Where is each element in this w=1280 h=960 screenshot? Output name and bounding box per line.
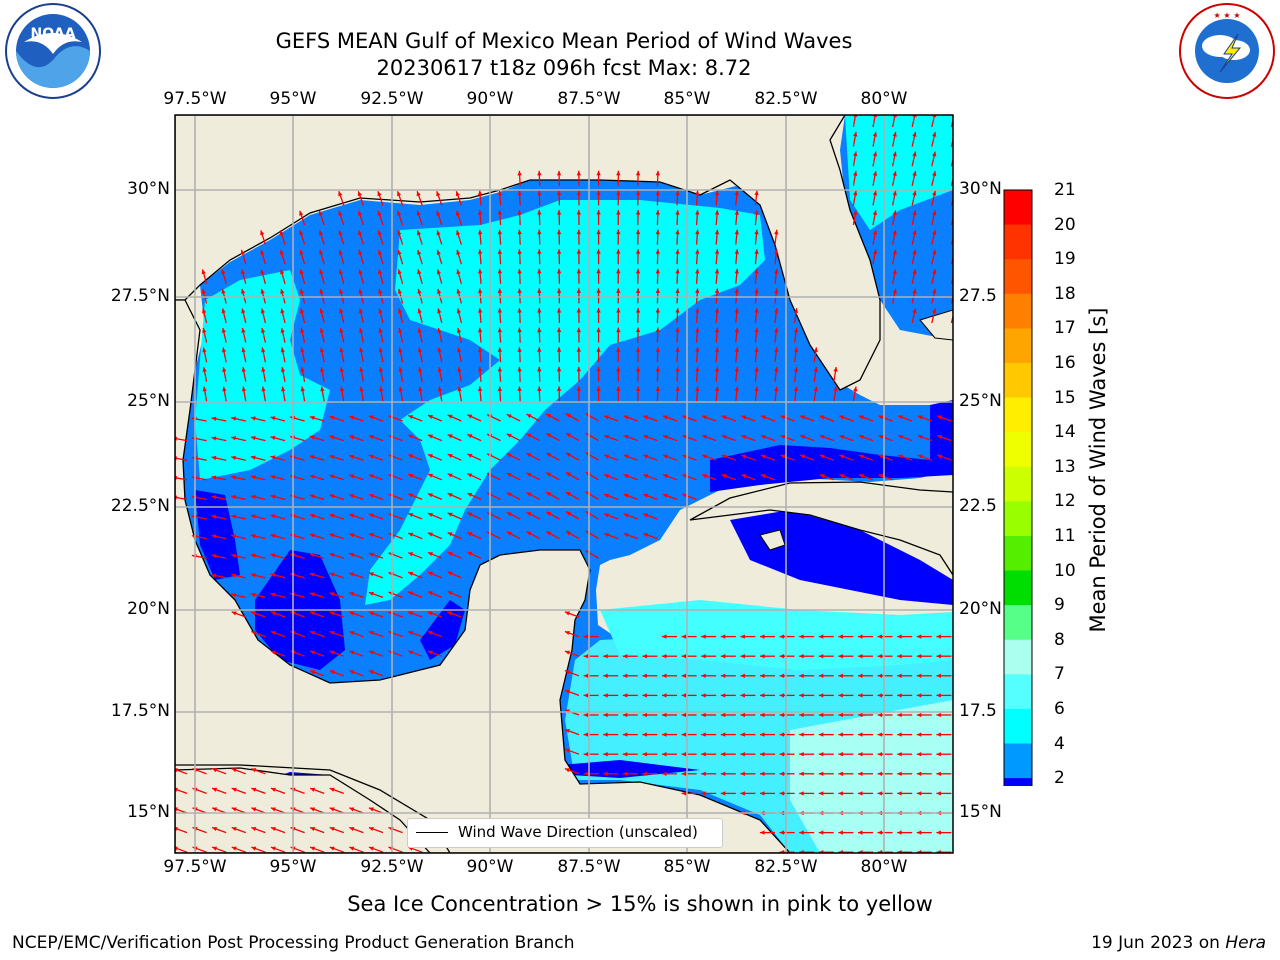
lon-label-bottom: 85°W	[663, 857, 711, 877]
lat-label-right: 17.5	[959, 701, 997, 721]
lat-label-left: 20°N	[127, 599, 170, 619]
dark-florida-straits	[710, 445, 953, 492]
lon-label-top: 90°W	[466, 89, 514, 109]
lat-label-left: 15°N	[127, 802, 170, 822]
colorbar	[1003, 189, 1033, 786]
colorbar-segment	[1004, 362, 1032, 399]
nws-logo: ★ ★ ★	[1179, 3, 1275, 99]
lat-label-right: 15°N	[959, 802, 1002, 822]
colorbar-tick-label: 16	[1054, 352, 1076, 373]
lon-label-top: 80°W	[860, 89, 908, 109]
colorbar-segment	[1004, 708, 1032, 745]
colorbar-segment	[1004, 570, 1032, 606]
colorbar-tick-label: 21	[1054, 180, 1076, 200]
colorbar-segment	[1004, 743, 1032, 779]
lat-label-right: 22.5	[959, 496, 997, 516]
lat-label-right: 25°N	[959, 391, 1002, 411]
lon-label-top: 92.5°W	[360, 89, 424, 109]
colorbar-segment	[1004, 778, 1032, 786]
lon-label-bottom: 87.5°W	[557, 857, 621, 877]
colorbar-tick-label: 6	[1054, 698, 1065, 719]
chart-title: GEFS MEAN Gulf of Mexico Mean Period of …	[275, 29, 853, 53]
lon-label-bottom: 92.5°W	[360, 857, 424, 877]
svg-text:★ ★ ★: ★ ★ ★	[1213, 11, 1240, 20]
land-cuba	[689, 481, 953, 577]
colorbar-segment	[1004, 639, 1032, 675]
lon-label-top: 97.5°W	[163, 89, 227, 109]
colorbar-tick-label: 11	[1054, 525, 1076, 546]
cyan-atlantic	[845, 115, 953, 230]
lat-label-left: 30°N	[127, 179, 170, 199]
colorbar-segment	[1004, 190, 1032, 226]
lon-label-bottom: 80°W	[860, 857, 908, 877]
caribbean-light-patch	[790, 700, 953, 853]
colorbar-tick-label: 19	[1054, 249, 1076, 270]
colorbar-tick-label: 8	[1054, 629, 1065, 650]
lat-label-left: 25°N	[127, 391, 170, 411]
colorbar-outline	[1003, 189, 1033, 786]
colorbar-segment	[1004, 432, 1032, 468]
colorbar-segment	[1004, 397, 1032, 433]
cyan-west	[195, 270, 330, 480]
colorbar-segment	[1004, 224, 1032, 260]
colorbar-tick-label: 9	[1054, 595, 1065, 616]
lon-label-bottom: 97.5°W	[163, 857, 227, 877]
colorbar-tick-label: 18	[1054, 283, 1076, 304]
lon-label-bottom: 82.5°W	[754, 857, 818, 877]
land-isla-juventud	[759, 529, 786, 551]
colorbar-segment	[1004, 293, 1032, 329]
cyan-central	[365, 200, 765, 605]
colorbar-tick-label: 12	[1054, 491, 1076, 512]
colorbar-segment	[1004, 674, 1032, 710]
chart-subtitle: 20230617 t18z 096h fcst Max: 8.72	[376, 56, 752, 80]
colorbar-tick-label: 14	[1054, 422, 1076, 443]
credit-left: NCEP/EMC/Verification Post Processing Pr…	[12, 933, 575, 953]
credit-date: 19 Jun 2023 on	[1091, 933, 1220, 953]
colorbar-tick-label: 20	[1054, 214, 1076, 235]
lon-label-top: 95°W	[269, 89, 317, 109]
map-frame	[174, 114, 954, 854]
lat-label-left: 17.5°N	[110, 701, 170, 721]
colorbar-tick-label: 7	[1054, 664, 1065, 685]
map-legend: Wind Wave Direction (unscaled)	[407, 818, 723, 848]
lat-label-right: 27.5	[959, 286, 997, 306]
colorbar-tick-label: 13	[1054, 456, 1076, 477]
colorbar-tick-label: 10	[1054, 560, 1076, 581]
lat-label-right: 20°N	[959, 599, 1002, 619]
colorbar-segment	[1004, 605, 1032, 641]
legend-label: Wind Wave Direction (unscaled)	[458, 823, 698, 841]
colorbar-label: Mean Period of Wind Waves [s]	[1086, 307, 1110, 633]
map-layers	[175, 115, 953, 853]
colorbar-segment	[1004, 328, 1032, 364]
lon-label-bottom: 90°W	[466, 857, 514, 877]
colorbar-tick-label: 15	[1054, 387, 1076, 408]
lat-label-right: 30°N	[959, 179, 1002, 199]
sea-ice-note: Sea Ice Concentration > 15% is shown in …	[347, 892, 933, 916]
lon-label-top: 87.5°W	[557, 89, 621, 109]
credit-right: 19 Jun 2023 on Hera	[1091, 933, 1266, 953]
land-north-america	[175, 115, 881, 391]
colorbar-tick-label: 4	[1054, 733, 1065, 754]
noaa-logo: NOAA	[5, 3, 101, 99]
legend-line-icon	[416, 832, 448, 833]
dark-bahamas	[930, 400, 953, 470]
lat-label-left: 22.5°N	[110, 496, 170, 516]
cyan-caribbean-band	[600, 600, 953, 670]
colorbar-segment	[1004, 466, 1032, 502]
credit-host: Hera	[1225, 933, 1266, 953]
svg-text:NOAA: NOAA	[31, 26, 76, 42]
colorbar-tick-label: 2	[1054, 768, 1065, 789]
colorbar-tick-label: 17	[1054, 318, 1076, 339]
colorbar-segment	[1004, 535, 1032, 572]
colorbar-segment	[1004, 259, 1032, 295]
land-bahamas	[919, 309, 953, 341]
lon-label-top: 82.5°W	[754, 89, 818, 109]
colorbar-segment	[1004, 501, 1032, 537]
lat-label-left: 27.5°N	[110, 286, 170, 306]
lon-label-bottom: 95°W	[269, 857, 317, 877]
lon-label-top: 85°W	[663, 89, 711, 109]
